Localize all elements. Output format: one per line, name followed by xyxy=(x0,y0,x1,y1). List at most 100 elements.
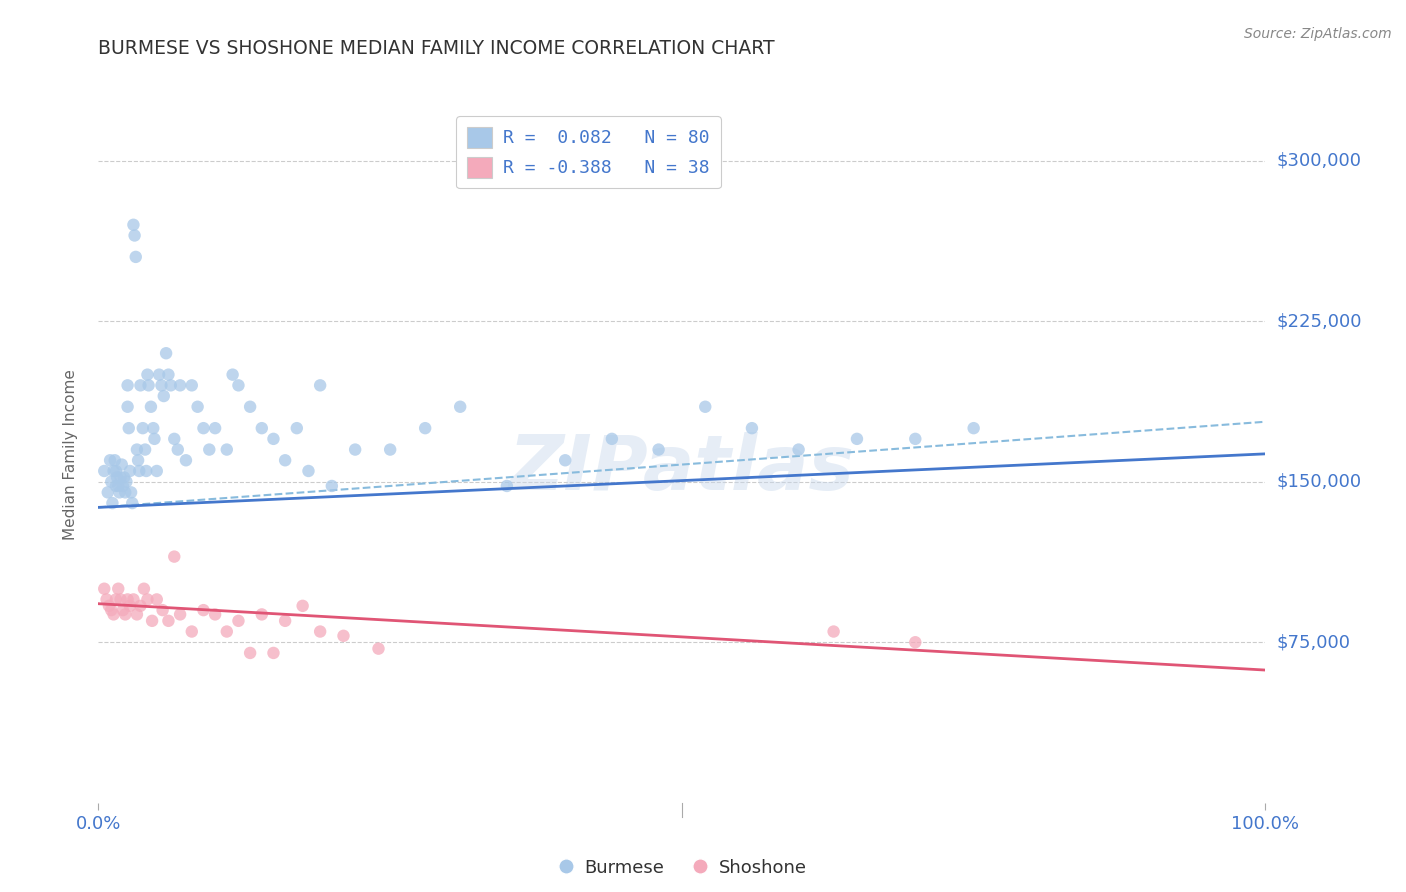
Point xyxy=(115,475,138,489)
Point xyxy=(104,464,127,478)
Point xyxy=(321,479,343,493)
Point xyxy=(104,592,127,607)
Point xyxy=(111,458,134,472)
Point xyxy=(97,485,120,500)
Point xyxy=(157,368,180,382)
Point xyxy=(239,400,262,414)
Point xyxy=(118,421,141,435)
Point xyxy=(250,607,273,622)
Point xyxy=(291,599,314,613)
Text: $150,000: $150,000 xyxy=(1277,473,1361,491)
Point xyxy=(117,378,139,392)
Point xyxy=(741,421,763,435)
Point xyxy=(103,464,125,478)
Point xyxy=(125,442,148,457)
Legend: Burmese, Shoshone: Burmese, Shoshone xyxy=(550,852,814,884)
Point xyxy=(146,592,169,607)
Point xyxy=(157,614,180,628)
Point xyxy=(413,421,436,435)
Point xyxy=(274,614,297,628)
Point xyxy=(112,470,135,484)
Point xyxy=(180,378,202,392)
Point xyxy=(135,464,157,478)
Point xyxy=(121,496,143,510)
Point xyxy=(152,389,174,403)
Point xyxy=(166,442,188,457)
Point xyxy=(114,607,136,622)
Point xyxy=(132,421,155,435)
Point xyxy=(174,453,197,467)
Point xyxy=(904,432,927,446)
Point xyxy=(647,442,669,457)
Point xyxy=(221,368,243,382)
Point xyxy=(111,479,134,493)
Point xyxy=(117,592,139,607)
Point xyxy=(823,624,845,639)
Point xyxy=(215,442,238,457)
Point xyxy=(124,228,146,243)
Point xyxy=(695,400,717,414)
Point xyxy=(262,646,284,660)
Point xyxy=(332,629,354,643)
Point xyxy=(600,432,623,446)
Point xyxy=(449,400,471,414)
Point xyxy=(107,479,129,493)
Point xyxy=(100,603,122,617)
Point xyxy=(120,485,142,500)
Point xyxy=(104,479,127,493)
Point xyxy=(787,442,810,457)
Point xyxy=(309,624,332,639)
Point xyxy=(93,582,115,596)
Point xyxy=(159,378,181,392)
Point xyxy=(125,250,148,264)
Point xyxy=(122,592,145,607)
Y-axis label: Median Family Income: Median Family Income xyxy=(63,369,77,541)
Point xyxy=(100,475,122,489)
Point xyxy=(114,485,136,500)
Point xyxy=(141,614,163,628)
Point xyxy=(193,421,215,435)
Point xyxy=(108,485,131,500)
Point xyxy=(103,607,125,622)
Text: ZIPatlas: ZIPatlas xyxy=(509,432,855,506)
Point xyxy=(98,453,121,467)
Text: $300,000: $300,000 xyxy=(1277,152,1361,169)
Point xyxy=(163,432,186,446)
Text: BURMESE VS SHOSHONE MEDIAN FAMILY INCOME CORRELATION CHART: BURMESE VS SHOSHONE MEDIAN FAMILY INCOME… xyxy=(98,39,775,58)
Point xyxy=(169,378,191,392)
Point xyxy=(93,464,115,478)
Point xyxy=(143,432,166,446)
Point xyxy=(97,599,120,613)
Point xyxy=(378,442,402,457)
Point xyxy=(129,599,152,613)
Point xyxy=(136,368,159,382)
Point xyxy=(904,635,927,649)
Text: Source: ZipAtlas.com: Source: ZipAtlas.com xyxy=(1244,27,1392,41)
Point xyxy=(127,453,149,467)
Point xyxy=(285,421,308,435)
Text: $225,000: $225,000 xyxy=(1277,312,1362,330)
Point xyxy=(367,641,389,656)
Point xyxy=(110,470,132,484)
Point xyxy=(134,442,156,457)
Point xyxy=(344,442,367,457)
Point xyxy=(129,378,152,392)
Point xyxy=(132,582,155,596)
Point xyxy=(262,432,284,446)
Point xyxy=(845,432,868,446)
Point xyxy=(118,464,141,478)
Point xyxy=(138,378,160,392)
Point xyxy=(198,442,221,457)
Point xyxy=(228,614,250,628)
Point xyxy=(125,607,148,622)
Point xyxy=(128,464,150,478)
Point xyxy=(142,421,165,435)
Point xyxy=(107,582,129,596)
Point xyxy=(105,470,128,484)
Point xyxy=(148,368,170,382)
Point xyxy=(150,378,173,392)
Point xyxy=(96,592,118,607)
Point xyxy=(204,607,226,622)
Point xyxy=(180,624,202,639)
Point xyxy=(250,421,273,435)
